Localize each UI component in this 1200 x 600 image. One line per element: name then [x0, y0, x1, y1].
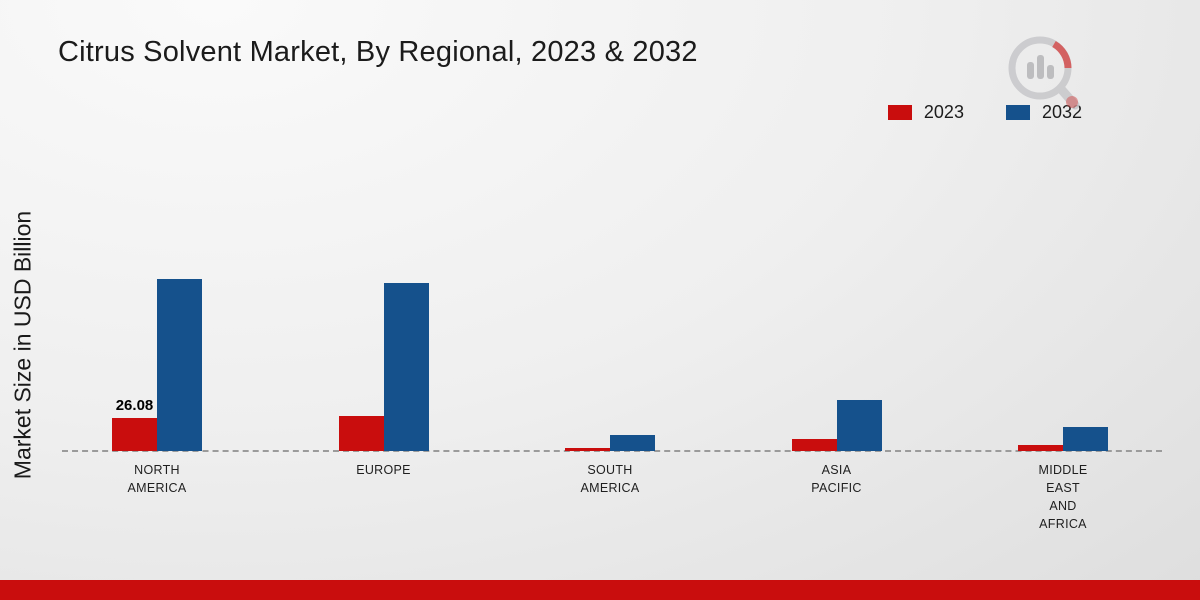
- bar-2032-asia-pacific: [836, 400, 882, 451]
- bar-2032-north-america: [157, 279, 202, 451]
- bar-2023-north-america: [112, 418, 157, 451]
- bar-2023-asia-pacific: [791, 439, 837, 451]
- category-label-north-america: NORTH AMERICA: [127, 463, 187, 495]
- plot-area: 26.08: [62, 171, 1162, 452]
- legend: 2023 2032: [887, 102, 1082, 123]
- bar-value-label: 26.08: [115, 397, 154, 414]
- legend-swatch-2023-icon: [887, 105, 912, 120]
- baseline-dashed-line: [62, 450, 1162, 452]
- bar-2023-south-america: [565, 448, 610, 451]
- legend-swatch-2032-icon: [1005, 105, 1030, 120]
- bar-2023-europe: [338, 416, 384, 451]
- legend-item-2023: 2023: [887, 102, 964, 123]
- bar-2032-europe: [383, 283, 429, 451]
- chart-title: Citrus Solvent Market, By Regional, 2023…: [58, 36, 698, 68]
- bar-2023-middle-east-and-africa: [1018, 445, 1063, 451]
- category-axis: NORTH AMERICA EUROPE SOUTH AMERICA ASIA PACIFI…: [62, 461, 1162, 551]
- y-axis-label: Market Size in USD Billion: [9, 210, 36, 480]
- bar-2032-south-america: [610, 435, 655, 451]
- bar-2032-middle-east-and-africa: [1063, 427, 1108, 451]
- footer-accent-bar: [0, 580, 1200, 600]
- watermark-logo: [1008, 36, 1080, 110]
- category-label-asia-pacific: ASIA PACIFIC: [811, 463, 862, 495]
- legend-label-2023: 2023: [923, 102, 964, 122]
- category-label-europe: EUROPE: [356, 463, 411, 477]
- category-label-south-america: SOUTH AMERICA: [580, 463, 640, 495]
- category-label-middle-east-and-africa: MIDDLE EAST AND AFRICA: [1038, 463, 1088, 531]
